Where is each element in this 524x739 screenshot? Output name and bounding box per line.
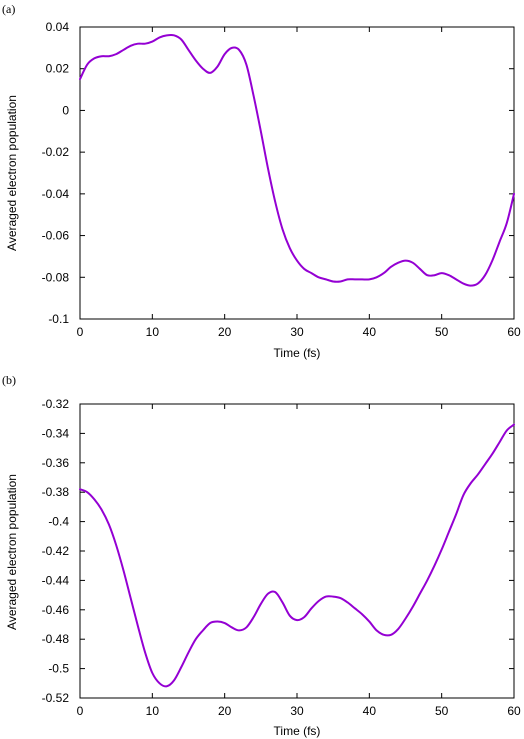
y-tick-label: -0.44 <box>42 573 70 587</box>
plot-frame <box>79 26 515 320</box>
y-tick-label: -0.34 <box>42 426 70 440</box>
x-tick-label: 40 <box>363 704 377 718</box>
y-tick-label: -0.42 <box>42 544 70 558</box>
x-tick-label: 30 <box>290 704 304 718</box>
y-tick-label: -0.36 <box>42 456 70 470</box>
tick-group: 0 10 20 30 40 50 60 -0.1 -0.08 -0.06 -0.04 -0.02 0 0.… <box>42 20 521 339</box>
x-tick-label: 10 <box>146 325 160 339</box>
y-tick-label: -0.08 <box>42 270 70 284</box>
series-line <box>79 33 515 287</box>
chart-panel-a: (a) 0 10 20 30 40 50 60 -0.1 -0.08 -0.06 -0.04 -0.0… <box>2 2 521 360</box>
x-tick-label: 30 <box>290 325 304 339</box>
x-tick-label: 40 <box>363 325 377 339</box>
chart-panel-b: (b) 0 10 20 30 40 50 60 -0.52 -0.5 -0.48 -0.46 -0.4… <box>2 373 521 738</box>
x-tick-label: 20 <box>218 704 232 718</box>
y-tick-label: -0.02 <box>42 145 70 159</box>
y-tick-label: -0.52 <box>42 691 70 705</box>
x-tick-label: 10 <box>146 704 160 718</box>
y-tick-label: -0.5 <box>48 662 69 676</box>
y-tick-label: -0.48 <box>42 632 70 646</box>
y-tick-label: -0.32 <box>42 397 70 411</box>
x-axis-label: Time (fs) <box>274 346 321 360</box>
x-tick-label: 50 <box>435 325 449 339</box>
x-tick-label: 60 <box>507 704 521 718</box>
x-axis-label: Time (fs) <box>274 724 321 738</box>
y-axis-label: Averaged electron population <box>5 95 19 251</box>
y-tick-label: -0.1 <box>48 312 69 326</box>
y-tick-label: -0.38 <box>42 485 70 499</box>
y-tick-label: 0 <box>62 103 69 117</box>
plot-frame <box>79 403 515 699</box>
tick-group: 0 10 20 30 40 50 60 -0.52 -0.5 -0.48 -0.46 -0.44 -0.… <box>42 397 521 718</box>
y-tick-label: 0.04 <box>46 20 70 34</box>
x-tick-label: 60 <box>507 325 521 339</box>
y-tick-label: 0.02 <box>46 62 70 76</box>
x-tick-label: 0 <box>77 325 84 339</box>
series-group <box>79 33 515 287</box>
y-tick-label: -0.04 <box>42 187 70 201</box>
series-group <box>79 423 515 688</box>
x-tick-label: 50 <box>435 704 449 718</box>
panel-label: (a) <box>2 2 15 16</box>
y-tick-label: -0.06 <box>42 229 70 243</box>
y-tick-label: -0.46 <box>42 603 70 617</box>
y-axis-label: Averaged electron population <box>5 474 19 630</box>
series-line <box>79 423 515 688</box>
y-tick-label: -0.4 <box>48 515 69 529</box>
x-tick-label: 20 <box>218 325 232 339</box>
panel-label: (b) <box>2 373 16 387</box>
x-tick-label: 0 <box>77 704 84 718</box>
